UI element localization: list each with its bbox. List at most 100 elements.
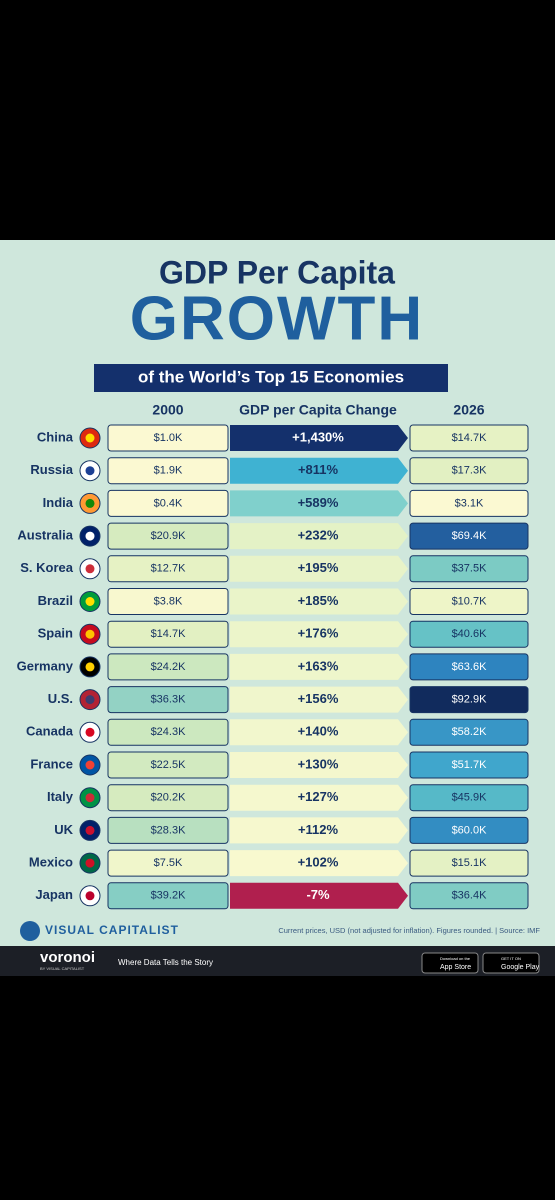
cell-2000 — [107, 816, 229, 844]
app-by: BY VISUAL CAPITALIST — [40, 966, 85, 971]
flag-emblem — [85, 466, 95, 476]
change-arrow — [230, 490, 408, 517]
cell-2026 — [409, 849, 529, 877]
flag-emblem — [85, 433, 95, 443]
country: UK — [54, 822, 73, 837]
change-value: +1,430% — [292, 429, 344, 444]
change-value: +156% — [298, 691, 339, 706]
cell-2000 — [107, 620, 229, 648]
value-2026: $92.9K — [452, 694, 488, 706]
value-2000: $28.3K — [151, 824, 187, 836]
country: Australia — [17, 528, 73, 543]
change-value: +811% — [298, 462, 339, 477]
country: U.S. — [48, 691, 73, 706]
cell-2026 — [409, 816, 529, 844]
cell-2000 — [107, 555, 229, 583]
app-name: voronoi — [40, 949, 95, 966]
rows: China $1.0K +1,430% $14.7K Russia $1.9K +811% $… — [17, 424, 529, 910]
column-header: GDP per Capita Change — [239, 402, 397, 418]
value-2000: $20.2K — [151, 792, 187, 804]
change-arrow — [230, 555, 408, 582]
cell-2000 — [107, 489, 229, 517]
cell-2000 — [107, 588, 229, 615]
cell-2000 — [107, 522, 229, 550]
country: Germany — [17, 658, 74, 673]
button-small: GET IT ON — [501, 956, 521, 961]
country: Japan — [35, 887, 73, 902]
value-2026: $51.7K — [452, 759, 488, 771]
change-arrow — [230, 621, 408, 648]
change-arrow — [230, 752, 408, 778]
change-arrow — [230, 588, 408, 615]
app-store-button[interactable] — [421, 952, 479, 974]
value-2000: $24.2K — [151, 661, 187, 673]
country: India — [43, 495, 74, 510]
change-value: +127% — [298, 789, 339, 804]
cell-2000 — [107, 686, 229, 714]
value-2000: $36.3K — [151, 694, 187, 706]
value-2026: $14.7K — [452, 432, 488, 444]
value-2026: $40.6K — [452, 628, 488, 640]
country: S. Korea — [20, 560, 74, 575]
value-2000: $39.2K — [151, 890, 187, 902]
change-arrow — [230, 850, 408, 877]
value-2000: $24.3K — [151, 726, 187, 738]
button-label: Google Play — [501, 964, 540, 971]
flag-emblem — [85, 858, 95, 868]
column-header: 2026 — [453, 402, 484, 418]
cell-2026 — [409, 424, 529, 452]
value-2026: $60.0K — [452, 824, 488, 836]
logo — [20, 921, 40, 941]
button-label: App Store — [440, 964, 471, 971]
cell-2000 — [107, 751, 229, 779]
change-arrow — [230, 457, 408, 484]
google-play-button[interactable] — [482, 952, 540, 974]
cell-2026 — [409, 784, 529, 812]
value-2026: $17.3K — [452, 465, 488, 477]
source-note: Current prices, USD (not adjusted for in… — [278, 926, 540, 935]
value-2026: $10.7K — [452, 595, 488, 607]
column-header: 2000 — [152, 402, 183, 418]
cell-2000 — [107, 849, 229, 877]
tagline: Where Data Tells the Story — [118, 958, 213, 967]
value-2000: $12.7K — [151, 563, 187, 575]
change-value: +112% — [298, 822, 339, 837]
cell-2000 — [107, 718, 229, 746]
change-value: +140% — [298, 724, 339, 739]
cell-2026 — [409, 751, 529, 779]
cell-2026 — [409, 718, 529, 746]
country: Brazil — [38, 593, 73, 608]
flag-emblem — [85, 793, 95, 803]
country: Russia — [30, 462, 73, 477]
cell-2026 — [409, 686, 529, 714]
value-2026: $63.6K — [452, 661, 488, 673]
value-2000: $3.8K — [154, 595, 183, 607]
cell-2026 — [409, 882, 529, 910]
flag-emblem — [85, 760, 95, 770]
change-arrow — [230, 784, 408, 811]
country: Italy — [47, 789, 74, 804]
title: GDP Per Capita — [159, 254, 395, 290]
value-2026: $3.1K — [455, 497, 484, 509]
country: Canada — [26, 724, 74, 739]
title-big: GROWTH — [130, 284, 424, 353]
change-arrow — [230, 719, 408, 746]
cell-2026 — [409, 620, 529, 648]
cell-2000 — [107, 457, 229, 485]
flag-emblem — [85, 891, 95, 901]
country: Spain — [38, 626, 73, 641]
country: Mexico — [29, 855, 73, 870]
change-value: +163% — [298, 658, 339, 673]
change-value: +176% — [298, 626, 339, 641]
flag-emblem — [85, 825, 95, 835]
value-2026: $36.4K — [452, 890, 488, 902]
button-small: Download on the — [440, 956, 471, 961]
cell-2026 — [409, 457, 529, 485]
cell-2000 — [107, 784, 229, 812]
change-arrow — [230, 653, 408, 680]
value-2000: $7.5K — [154, 857, 183, 869]
country: China — [37, 429, 74, 444]
change-value: +185% — [298, 593, 339, 608]
